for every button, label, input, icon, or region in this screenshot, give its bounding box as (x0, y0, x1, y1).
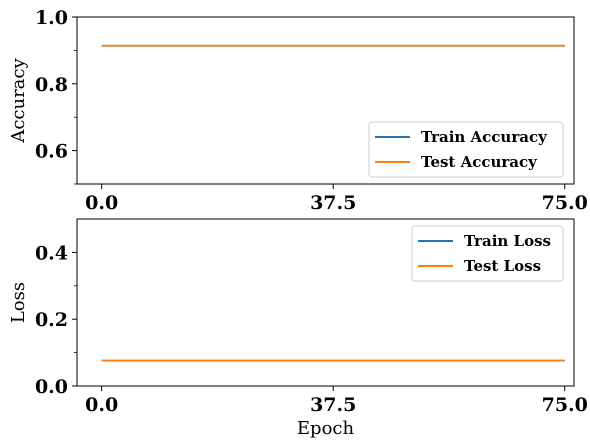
y-tick-label: 0.8 (35, 74, 68, 96)
legend: Train Loss Test Loss (411, 225, 564, 282)
legend-label: Test Loss (464, 257, 541, 275)
legend-label: Train Accuracy (421, 128, 548, 146)
plot-frame (76, 16, 575, 185)
legend: Train Accuracy Test Accuracy (368, 121, 564, 178)
y-tick-label: 1.0 (35, 7, 68, 29)
chart-panel-1: 0.0 37.5 75.0 0.6 0.8 1.0 Accuracy Train Accura… (8, 7, 588, 214)
plot-frame (76, 218, 575, 387)
y-tick-label: 0.4 (35, 242, 68, 264)
x-tick-label: 37.5 (310, 192, 356, 214)
y-axis-label: Loss (8, 282, 29, 323)
legend-label: Test Accuracy (421, 153, 538, 171)
y-axis-label: Accuracy (8, 58, 29, 144)
y-tick-label: 0.6 (35, 141, 68, 163)
legend-label: Train Loss (464, 232, 551, 250)
legend-box (368, 121, 564, 178)
x-tick-label: 75.0 (542, 394, 588, 416)
legend-box (411, 225, 564, 282)
x-tick-label: 0.0 (85, 394, 118, 416)
y-tick-label: 0.2 (35, 309, 68, 331)
x-axis-label: Epoch (297, 418, 355, 439)
x-tick-label: 37.5 (310, 394, 356, 416)
y-tick-label: 0.0 (35, 376, 68, 398)
x-tick-label: 0.0 (85, 192, 118, 214)
x-tick-label: 75.0 (542, 192, 588, 214)
